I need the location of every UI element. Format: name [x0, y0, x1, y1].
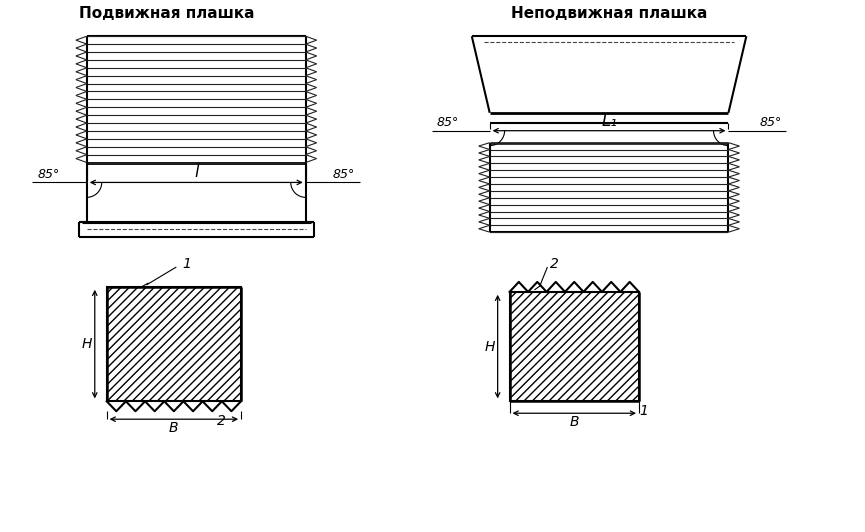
Text: H: H [484, 339, 495, 354]
Text: Подвижная плашка: Подвижная плашка [79, 6, 254, 21]
Text: B: B [569, 415, 579, 429]
Text: 1: 1 [182, 257, 190, 271]
Text: H: H [81, 337, 92, 351]
Text: 2: 2 [550, 257, 559, 271]
Text: B: B [170, 421, 178, 435]
Text: L₁: L₁ [601, 112, 617, 130]
Text: l: l [194, 163, 199, 181]
Text: 2: 2 [216, 414, 226, 428]
Text: 85°: 85° [437, 117, 459, 129]
Bar [106, 287, 241, 401]
Text: 85°: 85° [759, 117, 781, 129]
Text: 85°: 85° [38, 168, 61, 181]
Text: Неподвижная плашка: Неподвижная плашка [511, 6, 708, 21]
Bar [509, 292, 639, 401]
Text: 85°: 85° [332, 168, 355, 181]
Text: 1: 1 [639, 404, 649, 418]
